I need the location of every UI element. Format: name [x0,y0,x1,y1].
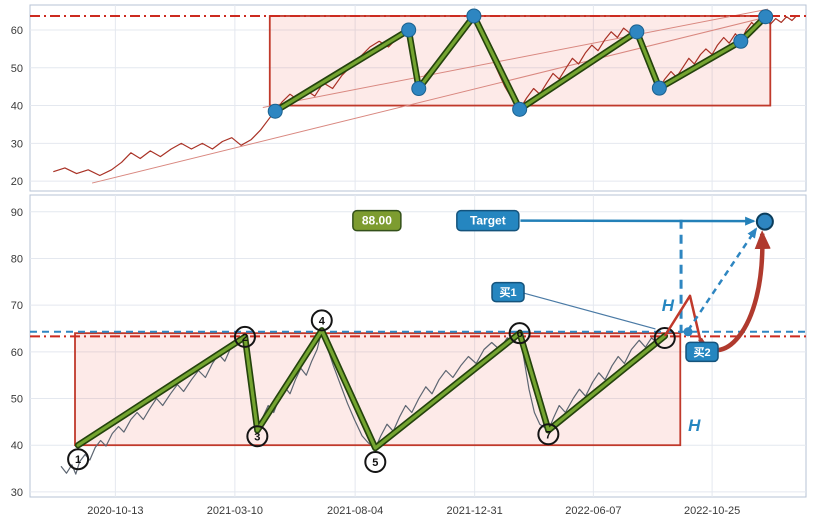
pivot-circle [508,322,531,345]
pivot-number: 1 [75,454,81,466]
x-tick-label: 2021-12-31 [447,505,503,517]
buy1-callout-line [523,292,656,330]
y-tick-label: 60 [11,25,23,37]
y-tick-label: 30 [11,487,23,499]
pivot-number: 4 [319,315,326,327]
y-tick-label: 30 [11,138,23,150]
buy1-badge [491,281,525,303]
x-tick-label: 2021-08-04 [327,505,383,517]
pivot-number: 7 [545,429,551,441]
x-tick-label: 2022-10-25 [684,505,740,517]
pivot-number: 6 [517,328,523,340]
y-tick-label: 40 [11,440,23,452]
x-tick-label: 2021-03-10 [207,505,263,517]
y-tick-label: 80 [11,253,23,265]
pivot-number: 5 [372,457,378,469]
projected-pullback-path [663,294,702,340]
target-badge-label: Target [470,214,506,228]
marker-dot [683,327,693,337]
buy1-badge-label: 买1 [499,286,516,299]
price-target-badge [352,209,402,232]
overview-price-panel: 20 30 40 50 60 [11,4,807,192]
panel-background [29,4,807,192]
pivot-dot [733,33,749,49]
height-label-lower: H [688,416,701,435]
pivot-circle [653,326,676,349]
target-dashed-arrow [687,227,758,332]
pivot-circle [67,448,90,471]
pivot-dot [651,80,667,96]
panel-background [29,194,807,498]
pivot-number: 3 [254,431,260,443]
trend-channel-line [91,16,769,184]
price-target-badge-label: 88.00 [362,214,392,228]
trend-channel-line [262,8,769,108]
y-tick-label: 70 [11,300,23,312]
y-tick-label: 50 [11,394,23,406]
price-line [60,330,666,475]
height-label-upper: H [662,296,675,315]
pivot-dot [629,24,645,40]
pivot-dot [411,81,427,97]
target-point [755,212,774,231]
pivot-circle [364,450,387,473]
pivot-circle [310,309,333,332]
pivot-circle [246,425,269,448]
buy2-badge [685,341,719,363]
pivot-circle [233,325,256,348]
pivot-dot [512,101,528,117]
x-tick-label: 2022-06-07 [565,505,621,517]
pivot-dot [758,9,774,25]
analysis-price-panel: 30 40 50 60 70 80 90 2020-10-13 2021-03-10 2021-0… [11,194,807,517]
target-badge [456,209,520,232]
y-tick-label: 40 [11,101,23,113]
pivot-circle [537,423,560,446]
pivot-dot [267,103,283,119]
buy2-badge-label: 买2 [693,346,710,359]
y-tick-label: 20 [11,176,23,188]
y-tick-label: 60 [11,347,23,359]
pivot-dot [466,8,482,24]
pivot-dot [401,22,417,38]
consolidation-box [268,15,772,107]
x-tick-label: 2020-10-13 [87,505,143,517]
y-tick-label: 90 [11,207,23,219]
pivot-number: 2 [242,332,248,344]
y-tick-label: 50 [11,63,23,75]
zigzag-line [76,328,667,450]
